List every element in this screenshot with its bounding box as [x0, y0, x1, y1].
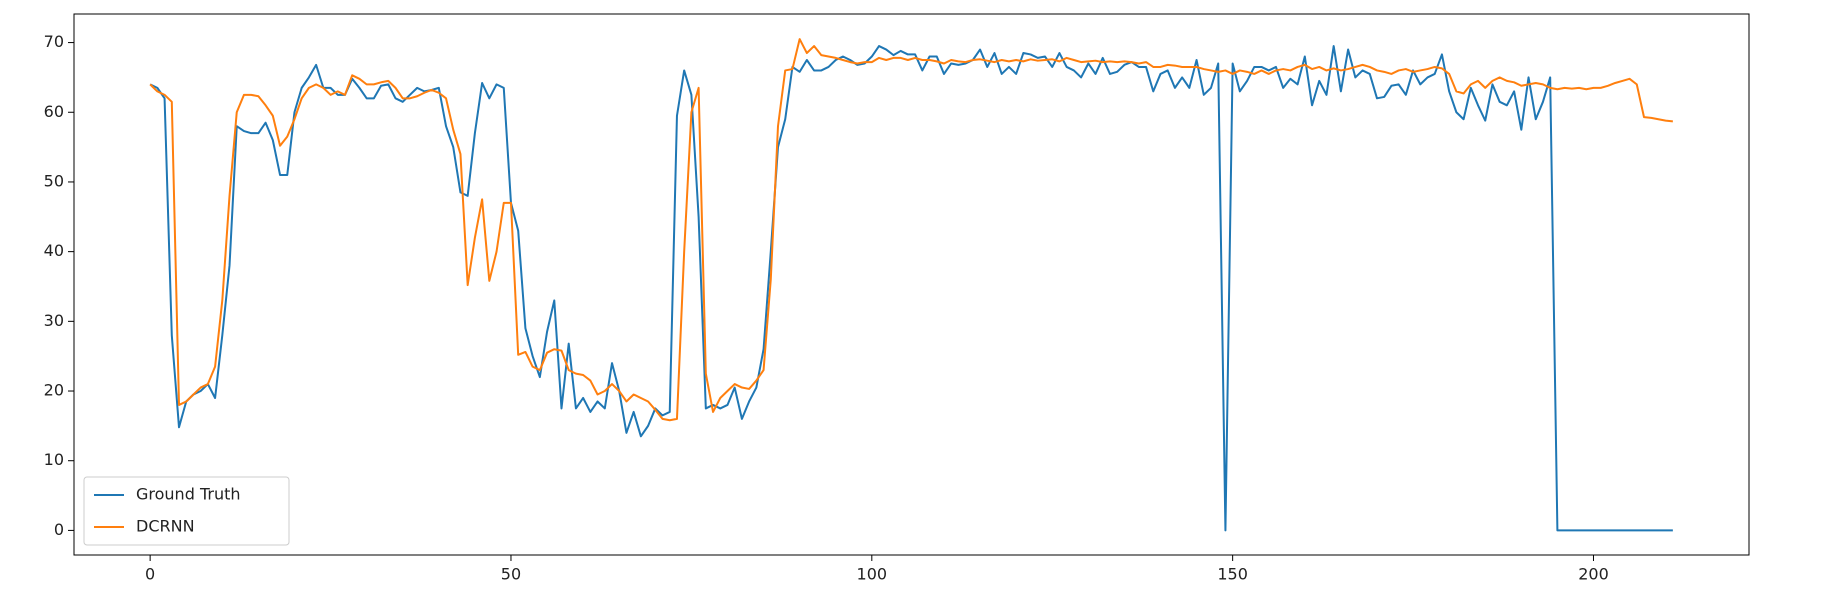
x-tick-label: 50 [501, 565, 521, 584]
legend-box [83, 476, 290, 546]
x-tick-label: 150 [1217, 565, 1248, 584]
y-tick-label: 50 [44, 171, 64, 190]
legend-label: Ground Truth [136, 485, 241, 504]
y-tick-label: 40 [44, 241, 64, 260]
plot-frame [73, 13, 1750, 556]
y-tick-label: 30 [44, 311, 64, 330]
series-line [149, 38, 1673, 422]
y-tick-label: 10 [44, 450, 64, 469]
legend-label: DCRNN [136, 517, 195, 536]
y-tick-label: 0 [54, 520, 64, 539]
y-tick-label: 60 [44, 102, 64, 121]
y-tick-label: 70 [44, 32, 64, 51]
x-tick-label: 100 [857, 565, 888, 584]
x-tick-label: 0 [145, 565, 155, 584]
y-tick-label: 20 [44, 381, 64, 400]
x-tick-label: 200 [1578, 565, 1609, 584]
series-line [149, 45, 1673, 532]
